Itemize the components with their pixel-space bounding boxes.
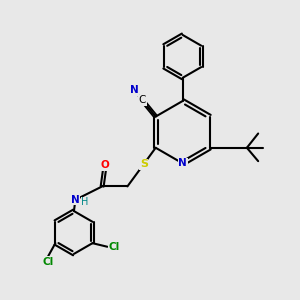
Text: N: N <box>71 195 80 205</box>
Text: N: N <box>130 85 138 95</box>
Text: C: C <box>139 95 146 105</box>
Text: H: H <box>81 197 88 207</box>
Text: N: N <box>178 158 187 168</box>
Text: O: O <box>101 160 110 170</box>
Text: Cl: Cl <box>42 257 54 267</box>
Text: S: S <box>140 159 148 169</box>
Text: Cl: Cl <box>108 242 119 252</box>
